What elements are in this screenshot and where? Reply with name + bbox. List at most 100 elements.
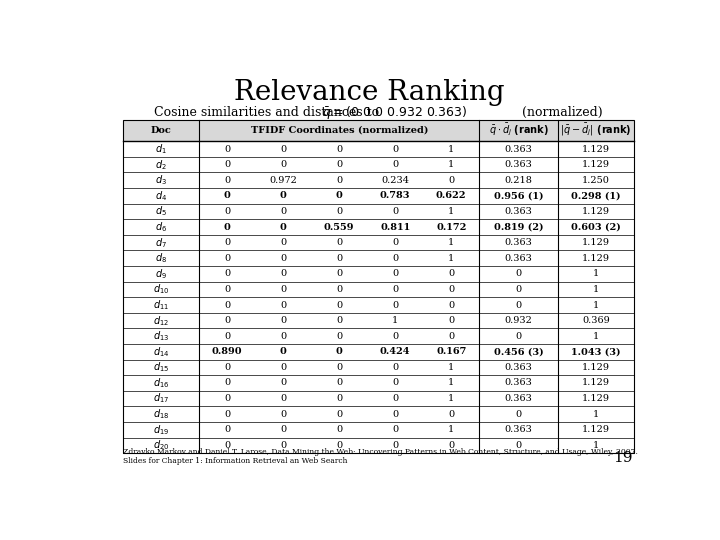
Text: 1.129: 1.129 [582, 254, 610, 263]
Text: 0: 0 [392, 426, 398, 434]
Text: $d_{11}$: $d_{11}$ [153, 298, 169, 312]
Text: 0: 0 [336, 285, 342, 294]
Text: 1: 1 [593, 301, 599, 309]
Text: 1: 1 [593, 410, 599, 418]
Text: $d_3$: $d_3$ [156, 173, 167, 187]
Text: $\bar{q} = (0\ 0\ 0\ 0.932\ 0.363)$: $\bar{q} = (0\ 0\ 0\ 0.932\ 0.363)$ [322, 104, 467, 122]
Text: 1.043 (3): 1.043 (3) [572, 347, 621, 356]
Text: 1: 1 [448, 394, 454, 403]
Text: 0: 0 [224, 191, 230, 200]
Text: 0: 0 [336, 145, 342, 153]
Text: 0: 0 [392, 254, 398, 263]
Text: 0.932: 0.932 [505, 316, 533, 325]
Text: 0.622: 0.622 [436, 191, 467, 200]
Text: 0.363: 0.363 [505, 363, 533, 372]
Text: 0.363: 0.363 [505, 379, 533, 388]
Text: 0: 0 [392, 285, 398, 294]
Text: 0: 0 [336, 254, 342, 263]
Text: $d_2$: $d_2$ [156, 158, 167, 172]
Text: 0.363: 0.363 [505, 426, 533, 434]
Text: 1.129: 1.129 [582, 145, 610, 153]
Text: 0: 0 [280, 441, 287, 450]
Text: 0: 0 [516, 301, 522, 309]
Text: $d_{14}$: $d_{14}$ [153, 345, 170, 359]
Text: 0: 0 [224, 410, 230, 418]
Text: 0: 0 [336, 269, 342, 278]
Text: 1: 1 [448, 379, 454, 388]
Text: 0: 0 [224, 254, 230, 263]
Text: 0: 0 [516, 285, 522, 294]
Text: $\bar{q}\cdot\bar{d}_j$ (rank): $\bar{q}\cdot\bar{d}_j$ (rank) [489, 121, 549, 138]
Text: 1: 1 [392, 316, 398, 325]
Text: 0: 0 [336, 441, 342, 450]
Text: 0: 0 [336, 394, 342, 403]
Text: 0: 0 [392, 441, 398, 450]
Text: 0.783: 0.783 [380, 191, 410, 200]
Text: 0: 0 [224, 394, 230, 403]
Text: 0: 0 [280, 145, 287, 153]
Text: $d_4$: $d_4$ [156, 189, 168, 203]
Text: 0: 0 [280, 222, 287, 232]
Text: 0.363: 0.363 [505, 394, 533, 403]
Text: 0.363: 0.363 [505, 238, 533, 247]
Text: 0: 0 [280, 363, 287, 372]
Text: 19: 19 [613, 451, 632, 465]
Text: 0.603 (2): 0.603 (2) [571, 222, 621, 232]
Text: TFIDF Coordinates (normalized): TFIDF Coordinates (normalized) [251, 126, 428, 135]
Text: 0: 0 [448, 269, 454, 278]
Text: 0: 0 [280, 379, 287, 388]
Text: Cosine similarities and distances to: Cosine similarities and distances to [154, 106, 379, 119]
Text: 1: 1 [593, 269, 599, 278]
Text: 0: 0 [336, 379, 342, 388]
Bar [124, 120, 634, 141]
Text: $d_{12}$: $d_{12}$ [153, 314, 169, 328]
Text: 0: 0 [336, 238, 342, 247]
Text: 0: 0 [280, 269, 287, 278]
Text: 0: 0 [336, 332, 342, 341]
Text: 0.363: 0.363 [505, 160, 533, 169]
Text: 0: 0 [336, 191, 343, 200]
Text: $d_{13}$: $d_{13}$ [153, 329, 169, 343]
Text: (normalized): (normalized) [523, 106, 603, 119]
Text: $d_{20}$: $d_{20}$ [153, 438, 170, 453]
Text: 0: 0 [448, 176, 454, 185]
Text: 0.218: 0.218 [505, 176, 533, 185]
Text: 0: 0 [516, 410, 522, 418]
Text: 0: 0 [280, 191, 287, 200]
Text: 1.129: 1.129 [582, 394, 610, 403]
Text: 0: 0 [448, 410, 454, 418]
Text: 0: 0 [336, 316, 342, 325]
Text: 0: 0 [448, 316, 454, 325]
Text: 1: 1 [448, 160, 454, 169]
Text: $d_{19}$: $d_{19}$ [153, 423, 169, 437]
Text: 0: 0 [392, 332, 398, 341]
Text: 0: 0 [280, 254, 287, 263]
Text: 0: 0 [336, 160, 342, 169]
Text: 0: 0 [280, 394, 287, 403]
Text: 0: 0 [392, 269, 398, 278]
Text: $d_8$: $d_8$ [156, 251, 167, 265]
Text: 1.129: 1.129 [582, 160, 610, 169]
Text: 0: 0 [392, 160, 398, 169]
Text: 0: 0 [224, 332, 230, 341]
Text: 0.956 (1): 0.956 (1) [494, 191, 544, 200]
Text: 1.129: 1.129 [582, 238, 610, 247]
Text: 0.172: 0.172 [436, 222, 467, 232]
Text: 0: 0 [280, 160, 287, 169]
Text: $d_6$: $d_6$ [156, 220, 168, 234]
Text: 0: 0 [224, 145, 230, 153]
Text: 0.424: 0.424 [380, 347, 410, 356]
Text: 0: 0 [392, 145, 398, 153]
Text: 0.369: 0.369 [582, 316, 610, 325]
Text: 0: 0 [224, 379, 230, 388]
Text: $d_{18}$: $d_{18}$ [153, 407, 170, 421]
Text: 0.819 (2): 0.819 (2) [494, 222, 544, 232]
Text: 0.298 (1): 0.298 (1) [572, 191, 621, 200]
Text: 0: 0 [392, 238, 398, 247]
Text: 0.363: 0.363 [505, 207, 533, 216]
Text: 0: 0 [224, 238, 230, 247]
Text: $d_1$: $d_1$ [156, 142, 167, 156]
Text: 0: 0 [516, 332, 522, 341]
Text: 0: 0 [280, 301, 287, 309]
Text: 1: 1 [593, 441, 599, 450]
